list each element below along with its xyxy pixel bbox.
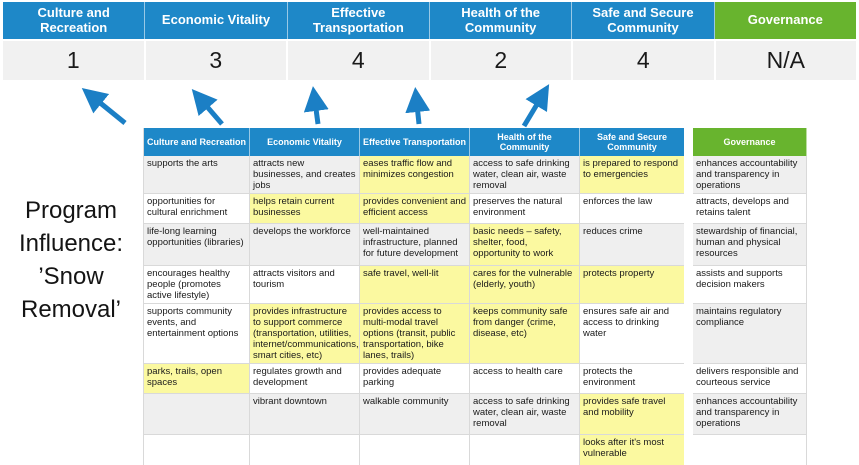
influence-arrow-4 <box>521 84 550 128</box>
matrix-cell-r7c1 <box>250 435 360 465</box>
matrix-cell-r0c2: eases traffic flow and minimizes congest… <box>360 156 470 195</box>
matrix-cell-r7c3 <box>470 435 580 465</box>
summary-category-0: Culture and Recreation <box>3 2 146 39</box>
matrix-cell-r5c2: provides adequate parking <box>360 364 470 395</box>
matrix-cell-r0c4: is prepared to respond to emergencies <box>580 156 684 195</box>
summary-score-1: 3 <box>145 39 288 80</box>
column-gap <box>684 194 693 225</box>
matrix-cell-r7c5 <box>693 435 807 465</box>
matrix-cell-r7c4: looks after it's most vulnerable <box>580 435 684 465</box>
matrix-cell-r0c1: attracts new businesses, and creates job… <box>250 156 360 195</box>
matrix-header-row: Culture and Recreation Economic Vitality E… <box>143 128 807 156</box>
matrix-cell-r0c5: enhances accountability and transparency… <box>693 156 807 195</box>
matrix-header-3: Health of the Community <box>470 128 580 156</box>
column-gap <box>684 364 693 395</box>
matrix-cell-r3c0: encourages healthy people (promotes acti… <box>143 266 250 305</box>
matrix-cell-r3c2: safe travel, well-lit <box>360 266 470 305</box>
matrix-row-1: opportunities for cultural enrichment hel… <box>143 194 807 225</box>
matrix-cell-r2c1: develops the workforce <box>250 224 360 267</box>
summary-category-2: Effective Transportation <box>287 2 430 39</box>
summary-score-0: 1 <box>3 39 146 80</box>
summary-category-5: Governance <box>714 2 856 39</box>
influence-arrow-3 <box>405 87 431 125</box>
matrix-cell-r1c4: enforces the law <box>580 194 684 225</box>
matrix-body: supports the arts attracts new businesses… <box>143 156 807 465</box>
summary-score-3: 2 <box>430 39 573 80</box>
summary-category-1: Economic Vitality <box>145 2 288 39</box>
matrix-row-7: looks after it's most vulnerable <box>143 435 807 465</box>
matrix-cell-r5c5: delivers responsible and courteous servi… <box>693 364 807 395</box>
matrix-header-0: Culture and Recreation <box>143 128 250 156</box>
matrix-cell-r2c0: life-long learning opportunities (librar… <box>143 224 250 267</box>
matrix-row-2: life-long learning opportunities (librar… <box>143 224 807 267</box>
matrix-cell-r3c1: attracts visitors and tourism <box>250 266 360 305</box>
column-gap <box>684 266 693 305</box>
program-title-line2: ’Snow Removal’ <box>20 263 122 324</box>
column-gap <box>684 394 693 436</box>
matrix-row-3: encourages healthy people (promotes acti… <box>143 266 807 305</box>
matrix-cell-r1c3: preserves the natural environment <box>470 194 580 225</box>
matrix-cell-r4c0: supports community events, and entertain… <box>143 304 250 365</box>
influence-matrix-table: Culture and Recreation Economic Vitality E… <box>143 128 807 465</box>
matrix-cell-r6c1: vibrant downtown <box>250 394 360 436</box>
matrix-cell-r2c4: reduces crime <box>580 224 684 267</box>
matrix-cell-r7c2 <box>360 435 470 465</box>
matrix-cell-r5c1: regulates growth and development <box>250 364 360 395</box>
program-title: Program Influence: ’Snow Removal’ <box>2 194 140 326</box>
matrix-cell-r4c3: keeps community safe from danger (crime,… <box>470 304 580 365</box>
matrix-cell-r2c3: basic needs – safety, shelter, food, opp… <box>470 224 580 267</box>
matrix-row-6: vibrant downtown walkable community access… <box>143 394 807 436</box>
matrix-cell-r5c4: protects the environment <box>580 364 684 395</box>
summary-table: Culture and Recreation Economic Vitality E… <box>3 2 856 80</box>
matrix-cell-r3c5: assists and supports decision makers <box>693 266 807 305</box>
column-gap <box>684 224 693 267</box>
matrix-cell-r6c0 <box>143 394 250 436</box>
column-gap <box>684 156 693 195</box>
matrix-cell-r6c3: access to safe drinking water, clean air… <box>470 394 580 436</box>
summary-score-5: N/A <box>715 39 856 80</box>
matrix-cell-r0c0: supports the arts <box>143 156 250 195</box>
summary-score-4: 4 <box>573 39 716 80</box>
matrix-cell-r6c5: enhances accountability and transparency… <box>693 394 807 436</box>
matrix-cell-r3c4: protects property <box>580 266 684 305</box>
influence-arrow-2 <box>303 86 329 125</box>
matrix-cell-r3c3: cares for the vulnerable (elderly, youth… <box>470 266 580 305</box>
matrix-cell-r5c3: access to health care <box>470 364 580 395</box>
summary-header-row: Culture and Recreation Economic Vitality E… <box>3 2 856 39</box>
matrix-cell-r4c1: provides infrastructure to support comme… <box>250 304 360 365</box>
matrix-cell-r5c0: parks, trails, open spaces <box>143 364 250 395</box>
summary-score-2: 4 <box>288 39 431 80</box>
matrix-row-5: parks, trails, open spaces regulates grow… <box>143 364 807 395</box>
matrix-cell-r4c2: provides access to multi-modal travel op… <box>360 304 470 365</box>
matrix-header-1: Economic Vitality <box>250 128 360 156</box>
column-gap <box>684 128 693 156</box>
influence-arrow-1 <box>191 88 224 126</box>
matrix-header-4: Safe and Secure Community <box>580 128 684 156</box>
matrix-cell-r4c4: ensures safe air and access to drinking … <box>580 304 684 365</box>
matrix-cell-r1c2: provides convenient and efficient access <box>360 194 470 225</box>
matrix-cell-r2c2: well-maintained infrastructure, planned … <box>360 224 470 267</box>
column-gap <box>684 435 693 465</box>
matrix-cell-r4c5: maintains regulatory compliance <box>693 304 807 365</box>
matrix-row-4: supports community events, and entertain… <box>143 304 807 365</box>
matrix-header-5: Governance <box>693 128 807 156</box>
matrix-cell-r6c2: walkable community <box>360 394 470 436</box>
summary-category-4: Safe and Secure Community <box>572 2 715 39</box>
program-title-line1: Program Influence: <box>18 197 124 258</box>
summary-score-row: 1 3 4 2 4 N/A <box>3 39 856 80</box>
matrix-header-2: Effective Transportation <box>360 128 470 156</box>
matrix-cell-r1c0: opportunities for cultural enrichment <box>143 194 250 225</box>
matrix-row-0: supports the arts attracts new businesses… <box>143 156 807 195</box>
matrix-cell-r6c4: provides safe travel and mobility <box>580 394 684 436</box>
influence-arrow-0 <box>81 87 127 125</box>
matrix-cell-r1c1: helps retain current businesses <box>250 194 360 225</box>
matrix-cell-r1c5: attracts, develops and retains talent <box>693 194 807 225</box>
matrix-cell-r7c0 <box>143 435 250 465</box>
summary-category-3: Health of the Community <box>429 2 573 39</box>
matrix-cell-r0c3: access to safe drinking water, clean air… <box>470 156 580 195</box>
matrix-cell-r2c5: stewardship of financial, human and phys… <box>693 224 807 267</box>
column-gap <box>684 304 693 365</box>
